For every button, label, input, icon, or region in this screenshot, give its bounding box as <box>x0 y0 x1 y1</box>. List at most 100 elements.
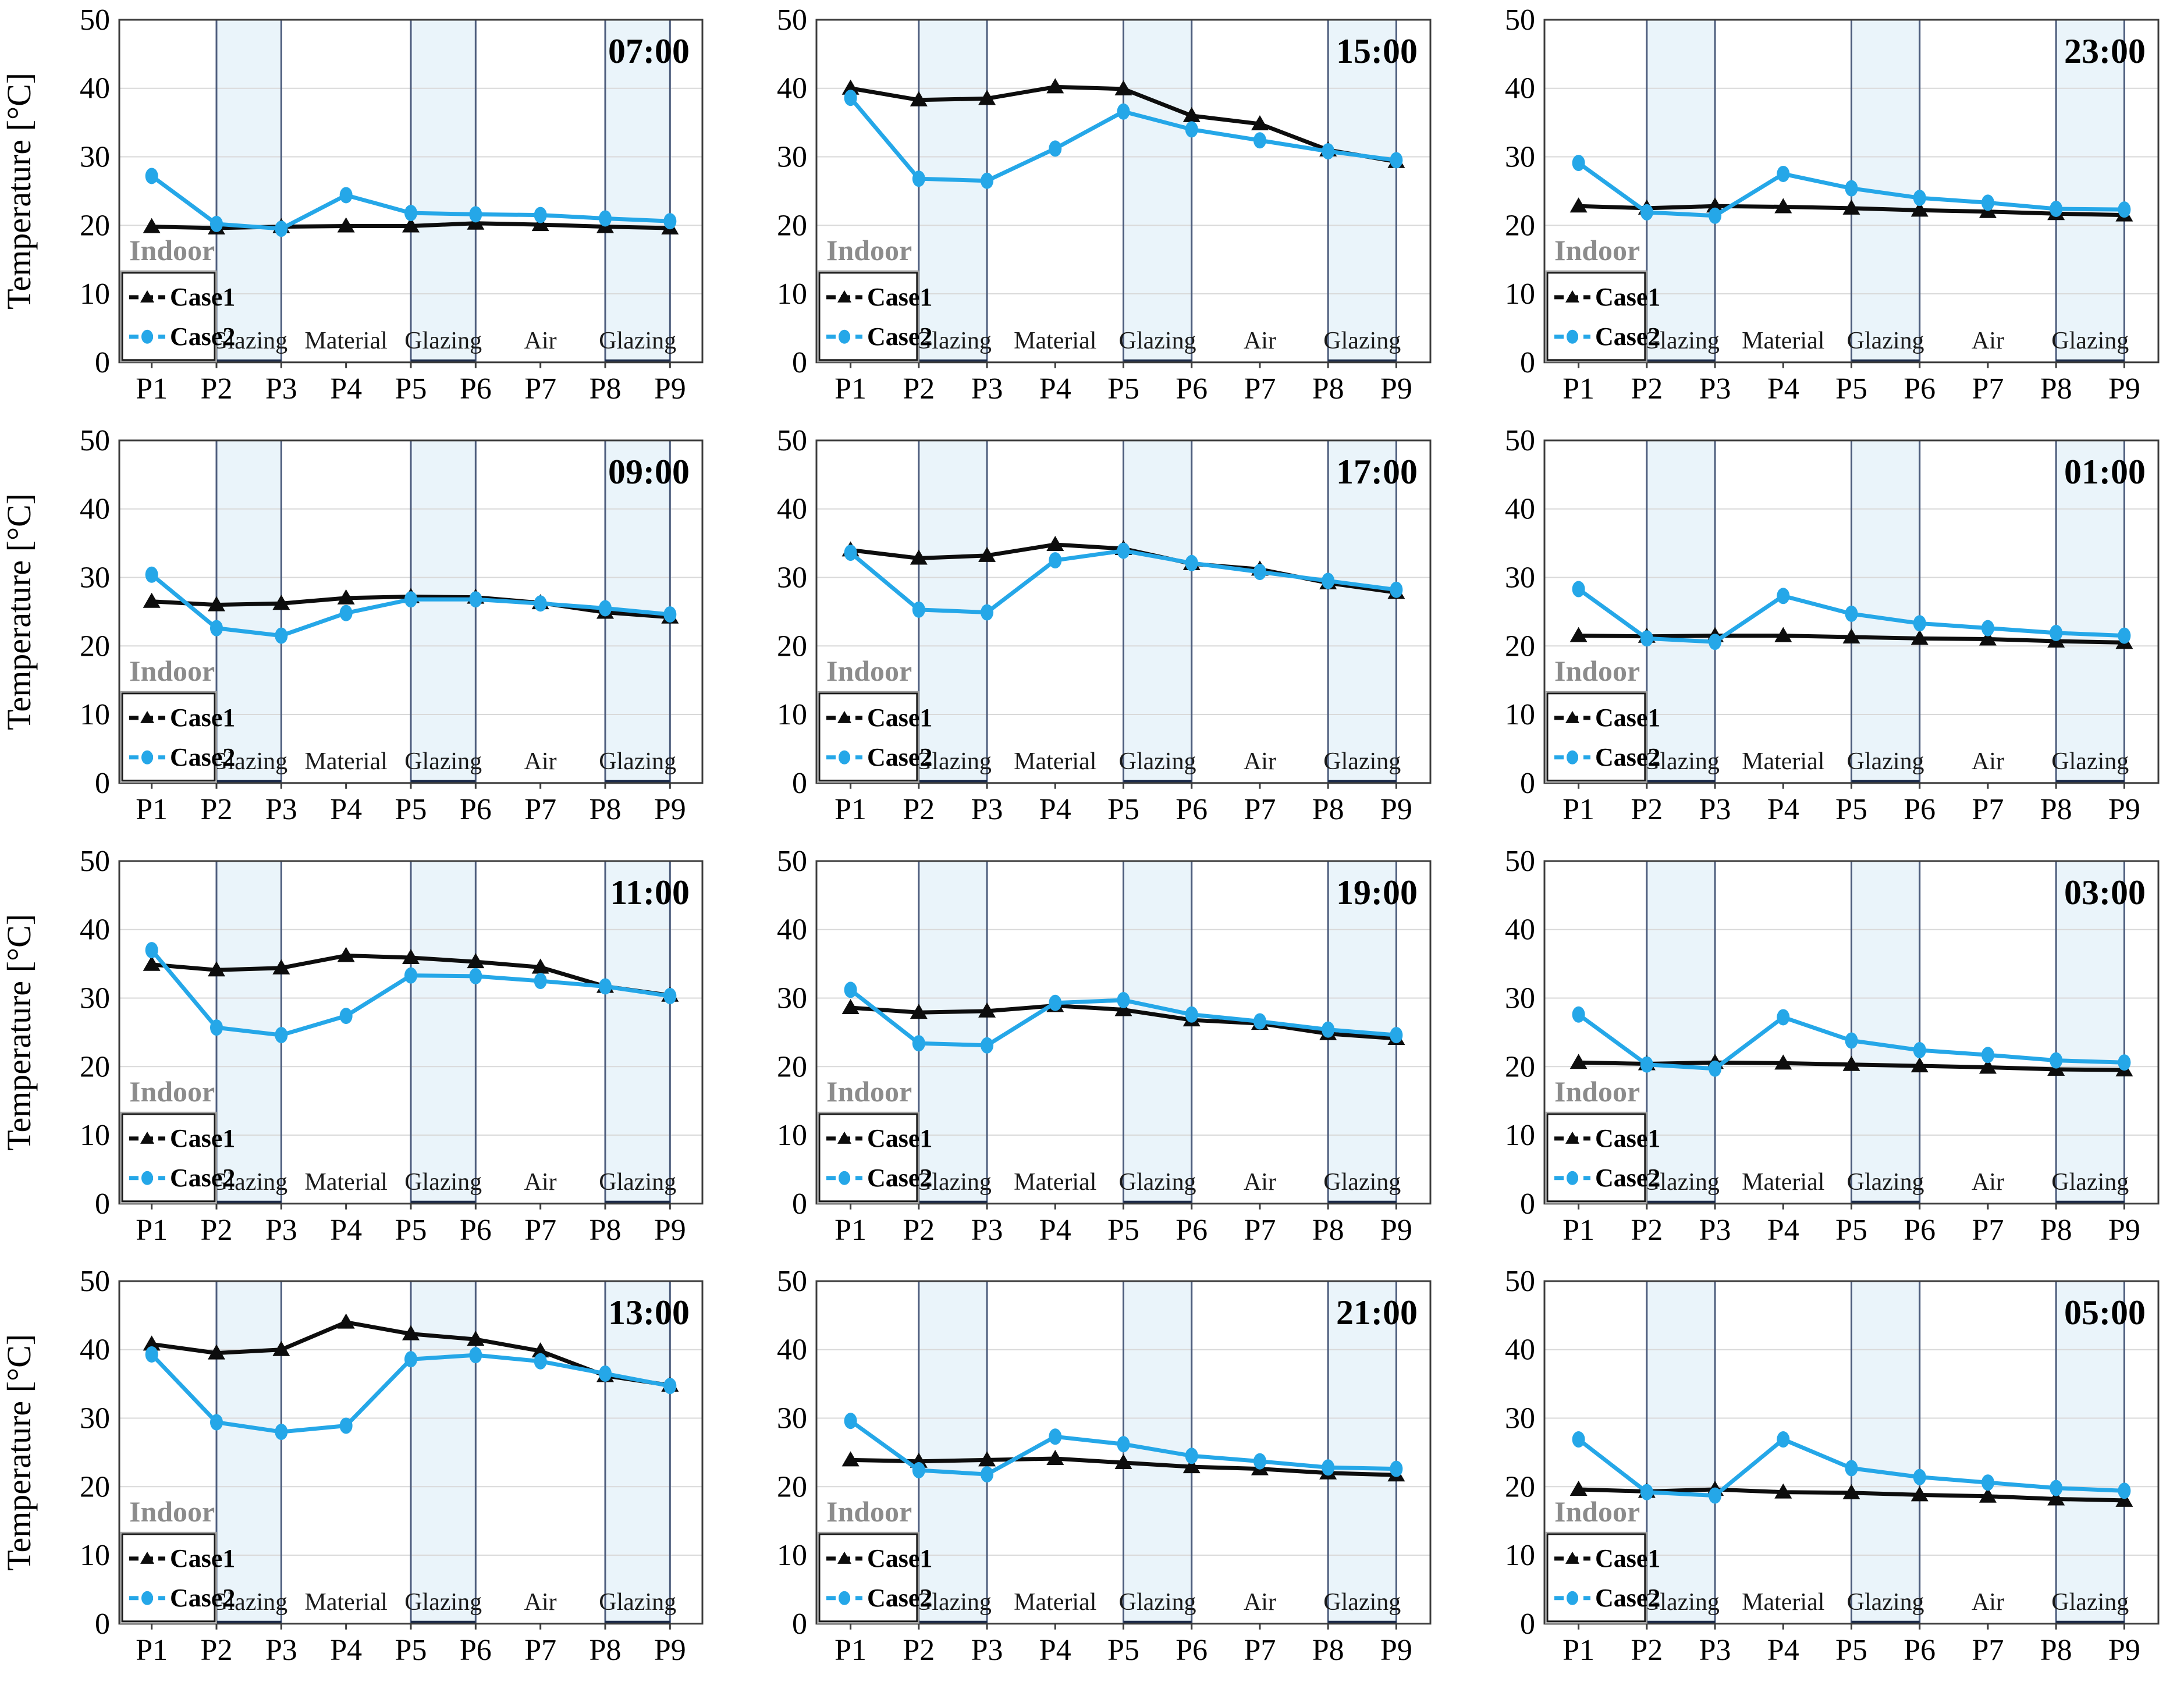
x-tick-label-p3: P3 <box>1699 1634 1731 1667</box>
circle-marker <box>2118 1482 2131 1499</box>
indoor-label: Indoor <box>826 1495 912 1528</box>
x-tick-label-p7: P7 <box>1972 793 2004 826</box>
time-label: 11:00 <box>610 873 690 911</box>
legend-label-case2: Case2 <box>867 743 932 771</box>
y-tick-label-40: 40 <box>777 492 807 525</box>
chart-15-00: Glazing Material Glazing Air Glazing Case1 Cas… <box>728 0 1456 421</box>
region-label-glazing: Glazing <box>1323 748 1401 775</box>
triangle-marker <box>1979 1488 1997 1503</box>
circle-marker <box>663 213 677 230</box>
indoor-label: Indoor <box>826 655 912 687</box>
shaded-band <box>1123 440 1192 783</box>
x-tick-label-p8: P8 <box>589 1213 622 1246</box>
circle-marker <box>2050 201 2063 217</box>
circle-marker <box>1185 554 1198 571</box>
chart-01-00: Glazing Material Glazing Air Glazing Case1 Cas… <box>1456 421 2184 841</box>
chart-21-00: Glazing Material Glazing Air Glazing Case1 Cas… <box>728 1261 1456 1682</box>
shaded-band <box>1328 1281 1397 1624</box>
triangle-marker <box>1569 627 1588 642</box>
shaded-band <box>411 19 476 362</box>
legend-box <box>121 1112 216 1202</box>
circle-marker <box>1390 581 1403 598</box>
x-tick-label-p6: P6 <box>1904 1213 1936 1246</box>
legend-box <box>1546 272 1646 361</box>
triangle-marker <box>2047 1490 2065 1506</box>
circle-marker <box>1253 563 1266 580</box>
shaded-band <box>216 1281 282 1624</box>
shaded-band <box>2056 19 2125 362</box>
triangle-marker <box>910 1003 928 1019</box>
chart-svg-13-00: Glazing Material Glazing Air Glazing Case1 Cas… <box>0 1265 704 1667</box>
triangle-marker <box>978 546 996 562</box>
region-label-material: Material <box>1014 328 1096 354</box>
x-tick-label-p8: P8 <box>2040 1634 2072 1667</box>
x-tick-label-p5: P5 <box>395 372 427 406</box>
triangle-marker <box>402 948 420 964</box>
region-label-glazing: Glazing <box>1847 1589 1924 1616</box>
triangle-marker <box>1842 199 1860 215</box>
region-label-glazing: Glazing <box>2051 748 2129 775</box>
y-tick-label-50: 50 <box>80 3 110 37</box>
triangle-marker <box>467 952 485 968</box>
x-tick-label-p6: P6 <box>1176 1213 1208 1246</box>
x-tick-label-p8: P8 <box>2040 793 2072 826</box>
region-label-glazing: Glazing <box>210 1168 287 1195</box>
y-tick-label-0: 0 <box>95 346 110 379</box>
region-label-glazing: Glazing <box>914 328 992 354</box>
indoor-label: Indoor <box>1554 1495 1640 1528</box>
x-tick-label-p7: P7 <box>524 1634 556 1667</box>
circle-marker <box>2050 1480 2063 1496</box>
y-tick-label-40: 40 <box>80 492 110 525</box>
x-tick-label-p2: P2 <box>201 793 233 826</box>
legend-label-case2: Case2 <box>867 322 932 351</box>
triangle-marker <box>272 959 290 975</box>
shaded-band <box>2056 440 2125 783</box>
region-label-air: Air <box>1244 1589 1276 1616</box>
legend-label-case1: Case1 <box>867 1544 932 1573</box>
circle-marker <box>599 600 612 617</box>
legend-triangle-icon <box>140 1552 154 1564</box>
triangle-marker <box>1706 197 1724 213</box>
region-label-glazing: Glazing <box>1642 1168 1720 1195</box>
region-label-glazing: Glazing <box>1119 1589 1196 1616</box>
x-tick-label-p5: P5 <box>395 793 427 826</box>
x-tick-label-p5: P5 <box>1107 372 1139 406</box>
circle-marker <box>1640 1056 1653 1073</box>
x-tick-label-p6: P6 <box>1176 372 1208 406</box>
x-tick-label-p9: P9 <box>2108 1634 2140 1667</box>
legend-label-case2: Case2 <box>170 1584 235 1612</box>
region-label-glazing: Glazing <box>1119 328 1196 354</box>
x-tick-label-p1: P1 <box>1562 1634 1595 1667</box>
circle-marker <box>210 1019 223 1036</box>
legend-triangle-icon <box>140 1131 154 1144</box>
legend-box <box>818 692 918 782</box>
circle-marker <box>1185 1448 1198 1464</box>
region-label-glazing: Glazing <box>404 328 482 354</box>
x-tick-label-p1: P1 <box>834 793 867 826</box>
y-axis-title: Temperature [°C] <box>0 493 38 730</box>
time-label: 03:00 <box>2064 873 2146 911</box>
x-tick-label-p1: P1 <box>136 372 168 406</box>
plot-frame <box>1543 439 2160 784</box>
x-tick-label-p3: P3 <box>971 372 1003 406</box>
shaded-band <box>411 440 476 783</box>
y-tick-label-10: 10 <box>777 1539 807 1572</box>
shaded-band <box>216 19 282 362</box>
legend-triangle-icon <box>1565 1131 1579 1144</box>
region-label-air: Air <box>1972 1589 2004 1616</box>
triangle-marker <box>1251 115 1269 130</box>
circle-marker <box>599 977 612 994</box>
time-label: 05:00 <box>2064 1293 2146 1332</box>
shaded-band <box>1851 440 1920 783</box>
x-tick-label-p7: P7 <box>524 793 556 826</box>
circle-marker <box>912 170 925 187</box>
x-tick-label-p2: P2 <box>1631 793 1663 826</box>
x-tick-label-p2: P2 <box>903 372 935 406</box>
legend-label-case2: Case2 <box>170 322 235 351</box>
y-tick-label-20: 20 <box>1505 209 1535 242</box>
circle-marker <box>981 1466 994 1483</box>
triangle-marker <box>1114 1001 1132 1016</box>
y-tick-label-30: 30 <box>80 982 110 1015</box>
shaded-band <box>2056 1281 2125 1624</box>
circle-marker <box>1572 1431 1585 1448</box>
